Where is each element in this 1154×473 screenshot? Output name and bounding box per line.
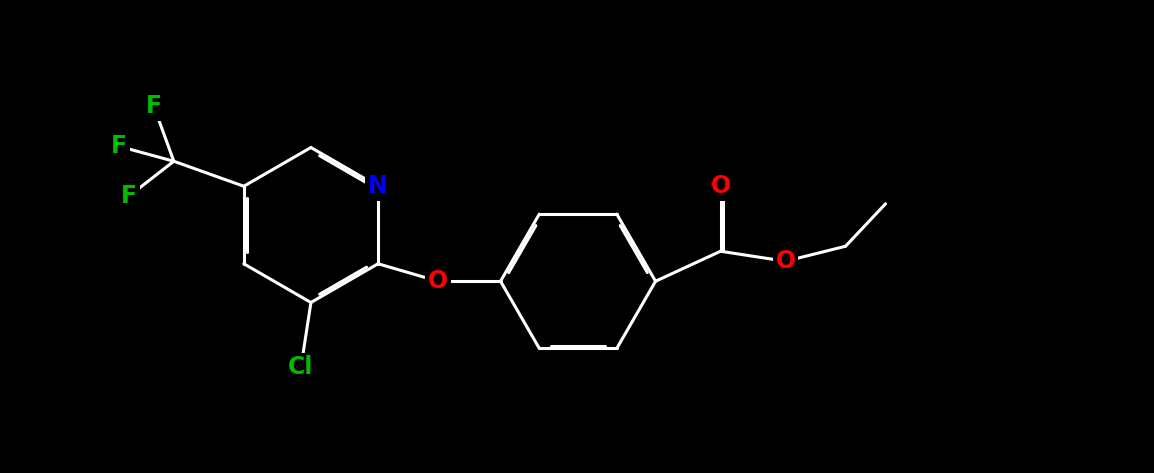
- Text: Cl: Cl: [288, 356, 314, 379]
- Text: O: O: [711, 174, 730, 198]
- Text: F: F: [121, 184, 137, 208]
- Text: F: F: [111, 134, 127, 158]
- Text: O: O: [428, 269, 448, 293]
- Text: O: O: [775, 249, 795, 273]
- Text: N: N: [368, 174, 388, 198]
- Text: F: F: [145, 94, 162, 118]
